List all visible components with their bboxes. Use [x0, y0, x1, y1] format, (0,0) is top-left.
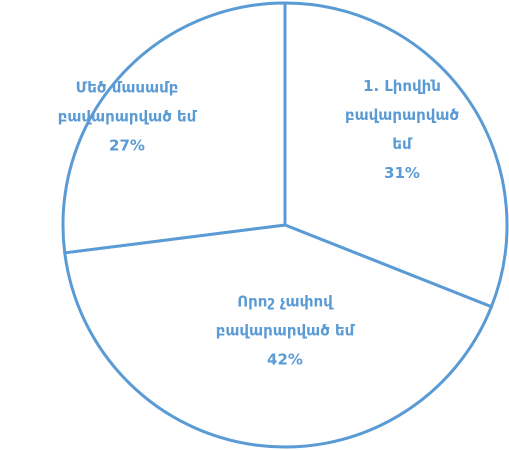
pie-slice — [63, 223, 493, 449]
value-label: 27% — [109, 136, 145, 155]
slice-label: 1. Լիովին բավարարված եմ 31% — [340, 72, 465, 188]
category-label: 1. Լիովին բավարարված եմ — [344, 77, 460, 153]
value-label: 31% — [384, 164, 420, 182]
pie-slice — [283, 1, 509, 309]
category-label: Մեծ մասամբ բավարարված եմ — [57, 78, 197, 126]
pie-slice — [61, 1, 287, 255]
category-label: Որոշ չափով բավարարված եմ — [215, 292, 355, 340]
value-label: 42% — [267, 350, 303, 369]
slice-label: Մեծ մասամբ բավարարված եմ 27% — [45, 74, 210, 161]
slice-label: Որոշ չափով բավարարված եմ 42% — [198, 288, 373, 375]
